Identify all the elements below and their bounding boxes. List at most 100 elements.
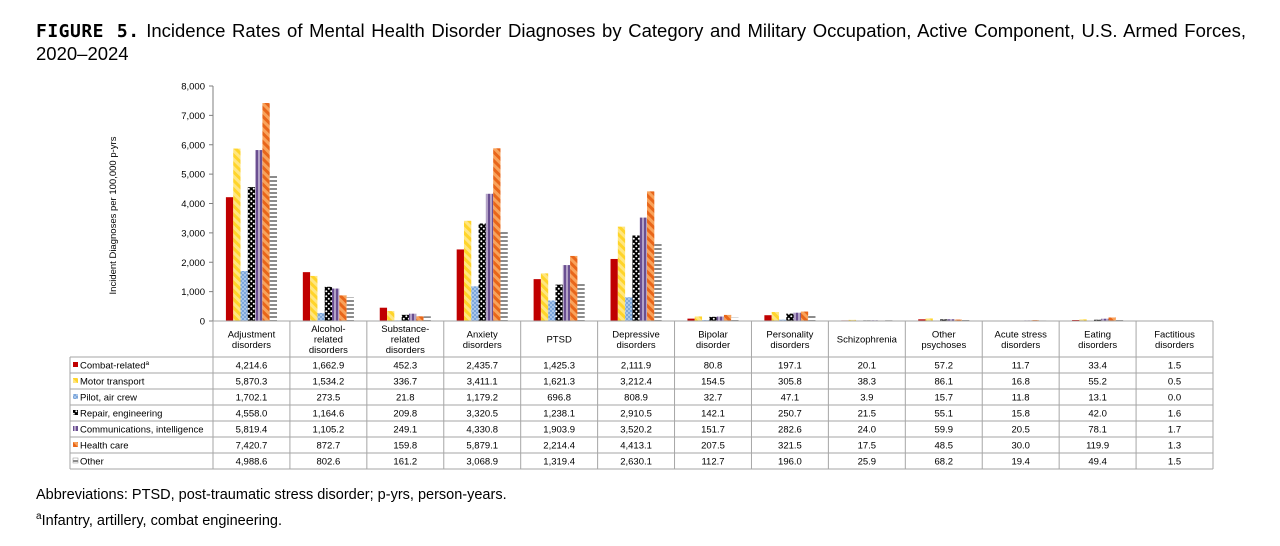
bar — [346, 297, 354, 321]
bar — [954, 319, 963, 321]
data-label: 20.1 — [858, 360, 877, 371]
data-label: 3.9 — [860, 392, 873, 403]
bar — [548, 300, 556, 321]
data-label: 2,910.5 — [620, 408, 652, 419]
legend-label: Communications, intelligence — [80, 424, 204, 435]
bar — [262, 103, 270, 321]
bar — [786, 313, 794, 321]
bar — [471, 286, 479, 321]
data-label: 5,819.4 — [236, 424, 268, 435]
data-label: 11.8 — [1012, 392, 1030, 403]
data-label: 68.2 — [935, 456, 954, 467]
y-tick-label: 4,000 — [181, 199, 205, 210]
data-label: 0.5 — [1168, 376, 1181, 387]
x-category-label: Schizophrenia — [837, 335, 898, 346]
bar — [493, 148, 501, 321]
bar — [716, 316, 724, 321]
bar — [324, 286, 333, 321]
legend-key — [73, 394, 78, 399]
data-label: 1.7 — [1168, 424, 1181, 435]
bar — [709, 316, 717, 321]
legend-label: Motor transport — [80, 376, 145, 387]
data-label: 1,164.6 — [313, 408, 345, 419]
data-label: 1,319.4 — [543, 456, 575, 467]
bar — [610, 258, 618, 321]
bar — [848, 319, 856, 321]
data-label: 4,413.1 — [620, 440, 652, 451]
x-category-label: Other psychoses — [921, 329, 966, 351]
data-label: 1,662.9 — [313, 360, 345, 371]
data-label: 21.5 — [858, 408, 877, 419]
x-category-label: Factitious disorders — [1154, 329, 1195, 351]
legend-label: Pilot, air crew — [80, 392, 137, 403]
data-label: 3,520.2 — [620, 424, 652, 435]
data-label: 1.6 — [1168, 408, 1181, 419]
data-label: 802.6 — [316, 456, 340, 467]
data-label: 21.8 — [396, 392, 415, 403]
bar — [233, 148, 241, 321]
data-label: 5,870.3 — [236, 376, 268, 387]
bar — [408, 313, 417, 321]
data-label: 209.8 — [393, 408, 417, 419]
legend-label: Other — [80, 456, 104, 467]
x-category-label: Alcohol-related disorders — [309, 324, 348, 356]
data-label: 1.5 — [1168, 360, 1181, 371]
data-label: 55.1 — [935, 408, 954, 419]
data-label: 13.1 — [1088, 392, 1107, 403]
y-tick-label: 0 — [200, 317, 205, 328]
figure-label: FIGURE 5. — [36, 21, 140, 42]
bar — [925, 318, 933, 321]
bar — [632, 235, 640, 321]
bar — [1101, 318, 1109, 321]
data-label: 3,212.4 — [620, 376, 652, 387]
bar — [339, 295, 347, 321]
data-label: 78.1 — [1088, 424, 1107, 435]
bar — [463, 220, 472, 321]
data-label: 696.8 — [547, 392, 571, 403]
bar — [555, 284, 563, 321]
footnote: aInfantry, artillery, combat engineering… — [36, 508, 282, 530]
bar — [387, 311, 395, 321]
data-label: 38.3 — [858, 376, 877, 387]
legend-key — [73, 378, 78, 383]
title-text: Incidence Rates of Mental Health Disorde… — [36, 20, 1246, 64]
y-tick-label: 5,000 — [181, 170, 205, 181]
data-label: 2,435.7 — [466, 360, 498, 371]
bar — [332, 288, 340, 321]
bar — [947, 319, 955, 321]
data-label: 321.5 — [778, 440, 802, 451]
bar — [647, 191, 655, 321]
data-label: 1.3 — [1168, 440, 1181, 451]
bar — [962, 318, 970, 321]
bar — [247, 187, 256, 321]
data-label: 11.7 — [1012, 360, 1030, 371]
legend-label: Health care — [80, 440, 129, 451]
bar — [478, 223, 486, 321]
data-label: 808.9 — [624, 392, 648, 403]
data-label: 59.9 — [935, 424, 954, 435]
data-label: 1,179.2 — [466, 392, 498, 403]
data-label: 30.0 — [1011, 440, 1030, 451]
y-tick-label: 2,000 — [181, 258, 205, 269]
x-category-label: Adjustment disorders — [228, 329, 276, 351]
bar — [240, 271, 248, 321]
legend-label: Combat-relateda — [80, 360, 149, 372]
data-label: 3,320.5 — [466, 408, 498, 419]
legend-key — [72, 457, 79, 464]
legend-key — [73, 410, 78, 415]
data-label: 1,621.3 — [543, 376, 575, 387]
bar — [625, 297, 633, 321]
data-label: 16.8 — [1011, 376, 1030, 387]
chart-title: FIGURE 5. Incidence Rates of Mental Heal… — [36, 20, 1246, 65]
data-label: 2,630.1 — [620, 456, 652, 467]
data-label: 119.9 — [1086, 440, 1109, 451]
bar — [793, 312, 801, 321]
bar — [778, 319, 787, 321]
data-label: 24.0 — [858, 424, 877, 435]
bar — [577, 282, 585, 321]
data-label: 159.8 — [393, 440, 417, 451]
bar — [639, 217, 648, 321]
data-label: 249.1 — [393, 424, 417, 435]
bar — [1093, 319, 1102, 321]
data-label: 15.7 — [935, 392, 954, 403]
